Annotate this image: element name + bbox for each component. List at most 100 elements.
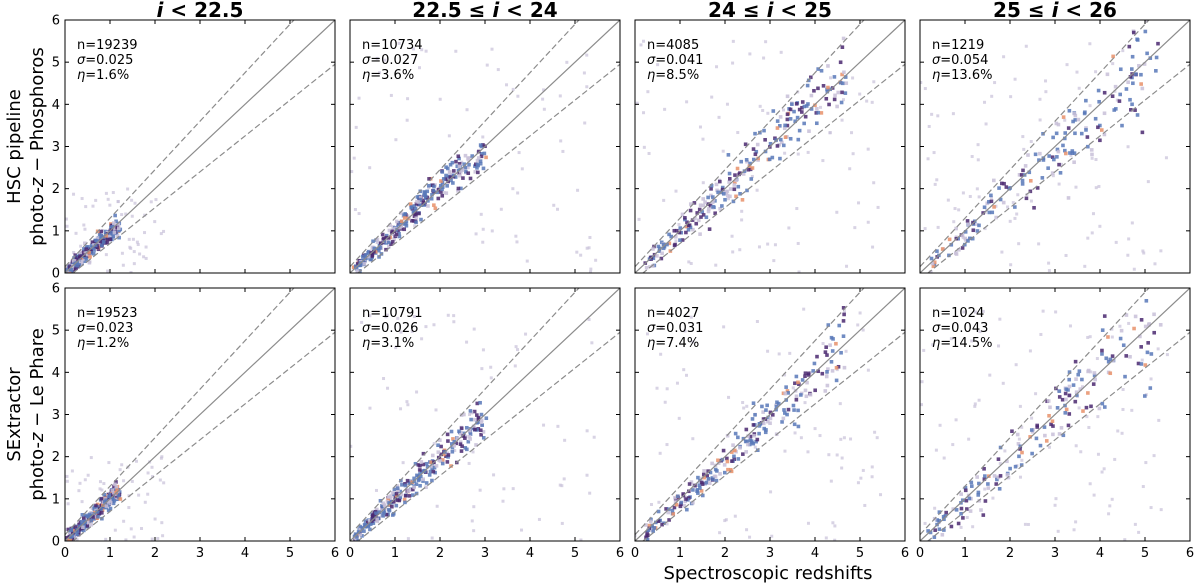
locus-point <box>362 261 367 266</box>
locus-point <box>1114 107 1118 111</box>
locus-point <box>1051 135 1055 140</box>
outlier-point <box>489 365 493 369</box>
upper-outlier-bound <box>635 288 865 536</box>
locus-point <box>651 247 655 251</box>
locus-point <box>92 507 96 511</box>
locus-point <box>69 267 73 272</box>
outlier-point <box>920 403 924 407</box>
y-tick-label: 1 <box>52 492 60 507</box>
locus-point <box>418 474 423 479</box>
outlier-point <box>870 100 874 104</box>
locus-point <box>1154 69 1158 73</box>
locus-point <box>1070 149 1075 153</box>
locus-point <box>843 91 848 95</box>
outlier-point <box>516 191 520 195</box>
outlier-point <box>413 224 417 228</box>
outlier-point <box>66 502 70 506</box>
locus-point <box>468 432 473 436</box>
locus-point <box>783 123 787 128</box>
locus-point <box>1057 389 1062 393</box>
outlier-point <box>1053 503 1057 507</box>
locus-point <box>77 527 82 531</box>
locus-point <box>1054 121 1059 126</box>
locus-point <box>110 488 115 493</box>
outlier-point <box>872 181 876 185</box>
locus-point <box>695 211 700 215</box>
locus-point <box>424 485 428 490</box>
locus-point <box>430 453 435 458</box>
outlier-point <box>930 112 934 116</box>
outlier-point <box>766 349 770 353</box>
locus-point <box>1139 82 1143 86</box>
locus-point <box>384 512 389 517</box>
locus-point <box>479 432 483 437</box>
locus-point <box>375 237 380 242</box>
outlier-point <box>873 430 877 434</box>
locus-point <box>829 360 834 364</box>
outlier-point <box>1100 470 1104 474</box>
locus-point <box>1008 466 1012 471</box>
locus-point <box>842 312 846 317</box>
outlier-point <box>137 493 141 497</box>
x-tick-label: 0 <box>61 546 69 561</box>
outlier-point <box>452 314 456 318</box>
outlier-point <box>1089 370 1093 374</box>
outlier-point <box>844 349 848 353</box>
locus-point <box>806 373 811 377</box>
locus-point <box>1043 433 1047 438</box>
locus-point <box>399 219 404 224</box>
outlier-point <box>479 212 483 216</box>
locus-point <box>435 190 440 195</box>
panel-count: n=4027 <box>647 306 699 321</box>
outlier-point <box>736 131 740 135</box>
outlier-point <box>853 226 857 230</box>
locus-point <box>72 259 77 263</box>
outlier-point <box>1108 504 1112 508</box>
panel-count: n=19523 <box>77 306 138 321</box>
outlier-point <box>1054 310 1058 314</box>
locus-point <box>746 167 751 172</box>
locus-point <box>1059 425 1064 430</box>
locus-point <box>966 222 971 227</box>
locus-point <box>690 218 695 222</box>
outlier-point <box>731 39 735 43</box>
locus-point <box>445 460 450 464</box>
panel-sigma: σ=0.043 <box>932 321 988 336</box>
outlier-point <box>842 436 846 440</box>
panel-count: n=1024 <box>932 306 984 321</box>
outlier-point <box>151 475 155 479</box>
locus-point <box>712 474 717 479</box>
locus-point <box>459 432 463 436</box>
locus-point <box>824 374 829 379</box>
outlier-point <box>935 178 939 182</box>
outlier-point <box>871 245 875 249</box>
x-tick-label: 4 <box>1096 546 1104 561</box>
x-tick-label: 1 <box>961 546 969 561</box>
locus-point <box>453 175 458 179</box>
locus-point <box>417 202 421 206</box>
locus-point <box>1018 447 1022 451</box>
locus-point <box>1061 115 1066 119</box>
x-tick-label: 0 <box>916 546 924 561</box>
identity-line <box>350 288 620 541</box>
locus-point <box>1102 314 1107 318</box>
locus-point <box>461 176 465 180</box>
locus-point <box>981 211 985 215</box>
locus-point <box>1027 170 1032 175</box>
locus-point <box>1093 377 1097 382</box>
outlier-point <box>368 406 372 410</box>
locus-point <box>731 443 735 447</box>
locus-point <box>106 234 111 239</box>
locus-point <box>1111 54 1115 59</box>
outlier-point <box>420 48 424 52</box>
locus-point <box>432 203 436 207</box>
locus-point <box>363 253 368 258</box>
locus-point <box>72 267 76 272</box>
outlier-point <box>590 341 594 345</box>
locus-point <box>1052 157 1056 162</box>
locus-point <box>403 212 407 216</box>
outlier-point <box>762 56 766 60</box>
locus-point <box>667 518 671 522</box>
locus-point <box>1038 443 1043 448</box>
